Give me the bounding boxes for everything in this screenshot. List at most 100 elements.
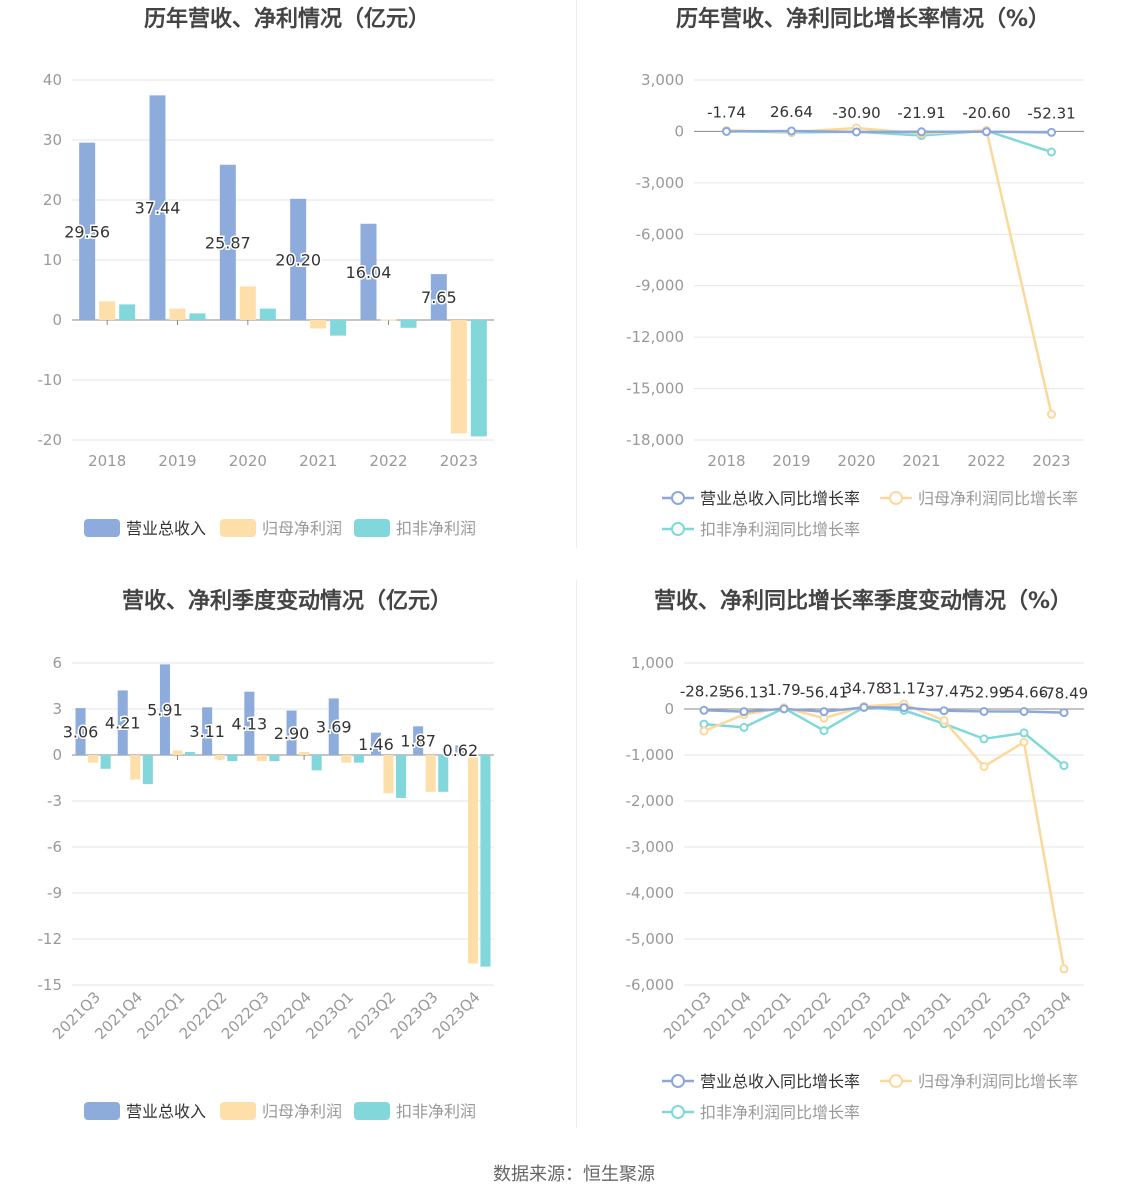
line-series-2: [726, 129, 1052, 154]
data-source-note: 数据来源：恒生聚源: [493, 1164, 655, 1185]
legend-marker: [671, 1105, 685, 1119]
line-data-label: -56.41: [800, 684, 848, 702]
bar-series-2: [396, 755, 407, 798]
bar-series-0: [75, 708, 86, 755]
x-tick-label: 2019: [772, 452, 810, 470]
line-series-0: [726, 129, 1052, 134]
bar-series-2: [400, 320, 417, 328]
line-point-series-2: [979, 734, 989, 744]
y-tick-label: -5,000: [626, 930, 674, 948]
bar-series-0: [455, 745, 466, 755]
x-tick-label: 2020: [837, 452, 875, 470]
bar-data-label: 3.06: [63, 723, 99, 742]
y-tick-label: -15,000: [626, 380, 684, 398]
legend-item-0: 营业总收入: [84, 1102, 206, 1121]
x-tick-label: 2023Q4: [429, 988, 484, 1043]
y-tick-label: -10: [38, 371, 63, 389]
legend-item-1: 归母净利润同比增长率: [880, 489, 1078, 508]
legend-item-2: 扣非净利润同比增长率: [662, 1103, 860, 1122]
y-tick-label: 3: [52, 700, 62, 718]
x-tick-label: 2019: [158, 452, 196, 470]
x-tick-label: 2022: [967, 452, 1005, 470]
x-tick-label: 2023: [1032, 452, 1070, 470]
legend-item-2: 扣非净利润: [354, 1102, 476, 1121]
legend-label: 扣非净利润: [396, 1102, 476, 1121]
legend-label: 营业总收入同比增长率: [700, 1072, 860, 1091]
y-tick-label: -18,000: [626, 431, 684, 449]
line-point-series-1: [1059, 964, 1069, 974]
legend-marker: [889, 1074, 903, 1088]
bar-series-2: [259, 308, 276, 320]
line-point-series-0: [722, 126, 731, 136]
bar-series-2: [470, 320, 487, 437]
bar-series-0: [244, 691, 255, 755]
y-tick-label: -1,000: [626, 746, 674, 764]
y-tick-label: 30: [43, 131, 62, 149]
x-tick-label: 2021: [299, 452, 337, 470]
bar-series-2: [189, 313, 206, 320]
bar-series-2: [227, 755, 238, 762]
bar-series-2: [185, 751, 196, 755]
legend-label: 营业总收入同比增长率: [700, 489, 860, 508]
x-tick-label: 2020: [229, 452, 267, 470]
bar-series-1: [172, 750, 183, 755]
line-point-series-0: [917, 127, 926, 137]
line-point-series-1: [699, 726, 709, 736]
annual-revenue-profit-panel: 历年营收、净利情况（亿元） 40 30 20 10 0 -10 -20 2018 2019 2020…: [0, 0, 574, 560]
y-tick-label: -6,000: [626, 976, 674, 994]
line-point-series-0: [939, 706, 949, 716]
legend-label: 归母净利润: [262, 519, 342, 538]
bar-series-0: [360, 223, 377, 320]
legend-label: 归母净利润同比增长率: [918, 489, 1078, 508]
line-data-label: -30.90: [832, 104, 880, 122]
y-tick-label: 0: [664, 700, 674, 718]
bar-data-label: 25.87: [205, 233, 251, 252]
bar-series-2: [269, 755, 280, 762]
bar-series-0: [286, 710, 297, 755]
bar-series-1: [99, 301, 116, 320]
bar-series-1: [425, 755, 436, 792]
legend-label: 归母净利润: [262, 1102, 342, 1121]
annual-growth-chart: 历年营收、净利同比增长率情况（%） 3,000 0 -3,000 -6,000 -9,00…: [626, 6, 1084, 539]
line-data-label: 31.17: [883, 680, 926, 698]
quarterly-growth-panel: 营收、净利同比增长率季度变动情况（%） 1,000 0 -1,000 -2,000 -3,…: [576, 580, 1148, 1140]
x-tick-label: 2018: [707, 452, 745, 470]
line-point-series-1: [1047, 409, 1056, 419]
vertical-divider-top: [576, 0, 577, 548]
bar-series-1: [310, 320, 327, 329]
line-point-series-1: [939, 716, 949, 725]
y-tick-label: -3,000: [636, 174, 684, 192]
bar-data-label: 1.87: [400, 732, 436, 751]
line-point-series-0: [1019, 707, 1029, 717]
annual-growth-panel: 历年营收、净利同比增长率情况（%） 3,000 0 -3,000 -6,000 -9,00…: [576, 0, 1148, 560]
y-tick-label: 3,000: [641, 71, 684, 89]
line-point-series-1: [1019, 737, 1029, 747]
legend-swatch: [220, 519, 256, 537]
quarterly-revenue-profit-chart: 营收、净利季度变动情况（亿元）630-3-6-9-12-152021Q32021…: [38, 588, 494, 1121]
y-tick-label: -9: [47, 884, 62, 902]
x-tick-label: 2021: [902, 452, 940, 470]
line-point-series-0: [787, 126, 796, 136]
legend-label: 扣非净利润同比增长率: [700, 520, 860, 539]
line-point-series-1: [979, 762, 989, 771]
bar-data-label: 2.90: [274, 724, 310, 743]
bar-series-0: [117, 690, 128, 755]
y-tick-label: -6: [47, 838, 62, 856]
line-series-0: [703, 706, 1065, 714]
line-point-series-0: [852, 127, 861, 137]
bar-series-1: [299, 751, 310, 755]
y-tick-label: -6,000: [636, 225, 684, 243]
bar-series-1: [169, 308, 186, 320]
bar-series-1: [214, 755, 225, 760]
bar-data-label: 3.69: [316, 718, 352, 737]
legend-item-0: 营业总收入同比增长率: [662, 489, 860, 508]
line-data-label: -21.91: [897, 104, 945, 122]
bar-series-2: [330, 320, 347, 336]
bar-series-1: [256, 755, 267, 762]
y-tick-label: 0: [674, 122, 684, 140]
line-data-label: -1.74: [707, 103, 746, 121]
bar-series-2: [100, 755, 111, 769]
bar-data-label: 5.91: [147, 701, 183, 720]
bar-data-label: 3.11: [189, 722, 225, 741]
bar-data-label: 4.21: [105, 714, 141, 733]
